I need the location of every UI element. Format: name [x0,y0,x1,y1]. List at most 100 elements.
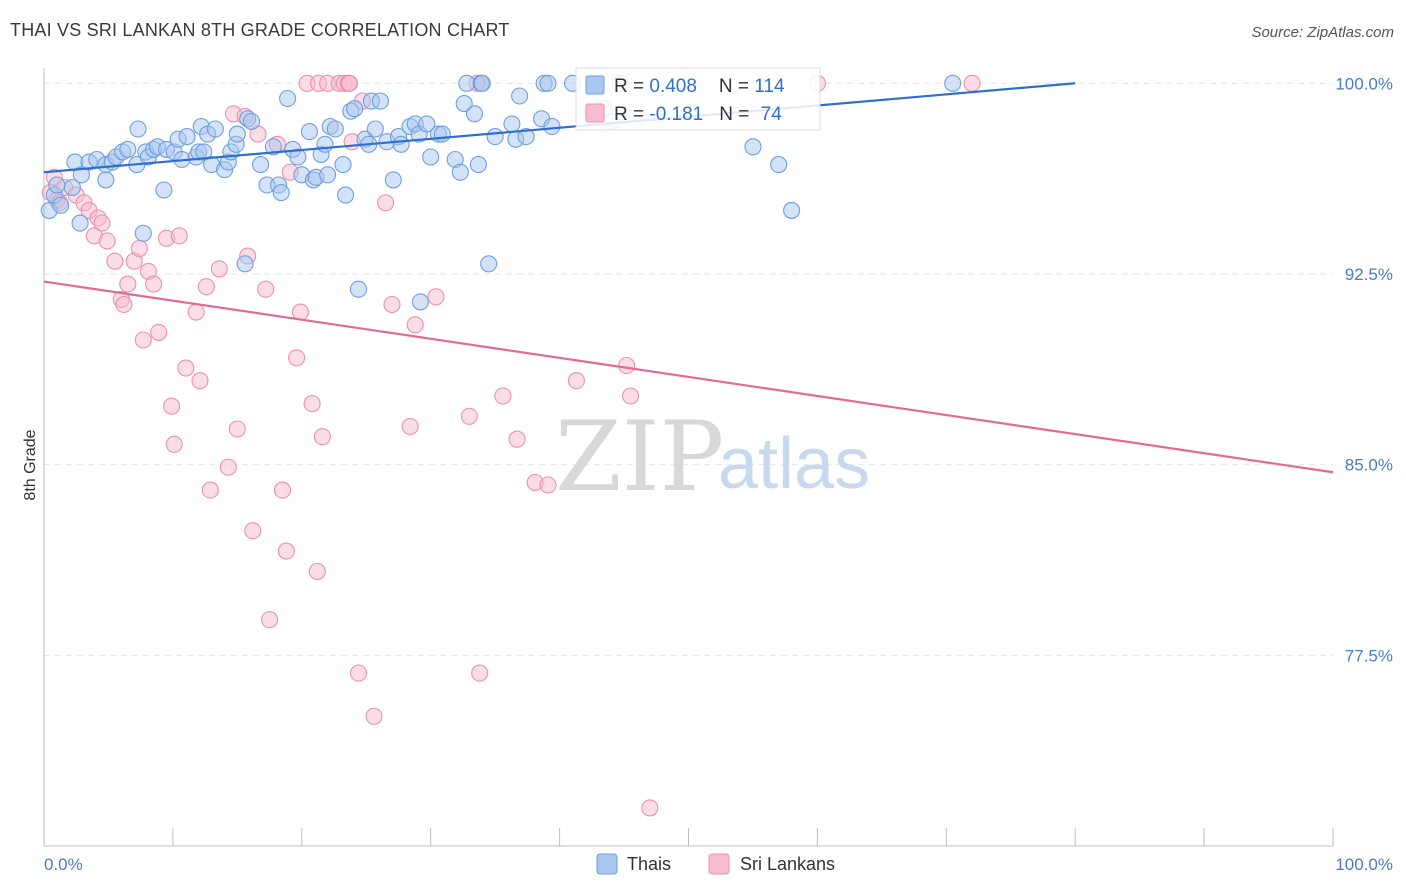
sri-lankans-point [303,395,321,413]
thais-point [272,184,290,202]
sri-lankans-point [93,214,111,232]
thais-point [458,74,476,92]
legend-label-sri-lankans: Sri Lankans [740,854,835,874]
thais-point [486,128,504,146]
thais-point [451,163,469,181]
sri-lankans-point [567,372,585,390]
thais-point [770,156,788,174]
sri-lankans-point [201,481,219,499]
legend-swatch-sri-lankans [708,853,730,875]
sri-lankans-point [170,227,188,245]
sri-lankans-point [277,542,295,560]
sri-lankans-point [471,664,489,682]
thais-point [480,255,498,273]
thais-point [52,196,70,214]
source-label: Source: ZipAtlas.com [1251,24,1394,41]
sri-lankans-point [98,232,116,250]
thais-point [543,117,561,136]
thais-point [195,143,213,161]
sri-lankans-point [494,387,512,405]
sri-lankans-point [383,295,401,314]
x-tick-label: 0.0% [44,855,83,874]
thais-point [366,120,384,138]
sri-lankans-point [963,74,981,92]
thais-point [289,148,307,166]
y-tick-label: 100.0% [1335,74,1393,93]
thais-point [433,125,451,143]
sri-lankans-point [618,356,636,375]
thais-point [97,171,115,189]
sri-lankans-point [150,323,168,341]
y-tick-labels: 100.0% 92.5% 85.0% 77.5% [1335,74,1393,665]
thais-point [316,135,334,153]
sri-lankans-point [641,799,659,817]
thais-point [349,280,368,298]
thais-point [473,74,491,92]
sri-lankans-point [308,562,326,580]
sri-lankans-r-label: R = [614,104,649,125]
thais-point [418,115,436,133]
thais-r-value: 0.408 [649,76,697,97]
watermark: ZIP atlas [555,401,870,513]
sri-lankans-point [177,359,195,377]
sri-lankans-point [244,522,262,540]
sri-lankans-point [460,407,478,425]
sri-lankans-point [115,295,133,314]
thais-point [346,100,364,118]
thais-point [411,293,429,311]
thais-point [422,148,440,166]
sri-lankans-stats-line: R = -0.181 N = 74 [614,104,782,125]
y-tick-label: 92.5% [1345,265,1393,284]
thais-point [134,224,152,242]
sri-lankans-point [273,481,292,499]
watermark-atlas: atlas [718,424,870,504]
thais-point [119,140,137,158]
thais-point [63,178,81,197]
thais-points [40,74,962,311]
sri-lankans-point [257,280,275,298]
thais-point [503,115,521,133]
sri-lankans-point [210,260,228,278]
thais-point [944,74,962,92]
thais-point [279,89,297,108]
thais-point [129,120,147,138]
y-tick-label: 85.0% [1345,456,1393,475]
sri-lankans-r-value: -0.181 [649,104,703,125]
series-legend: Thais Sri Lankans [596,853,835,875]
thais-trend-line [43,82,1076,174]
thais-point [465,105,484,123]
thais-point [334,156,352,174]
thais-point [469,156,487,174]
stats-legend: R = 0.408 N = 114 R = -0.181 N = 74 [575,67,821,131]
thais-point [384,171,402,189]
y-tick-label: 77.5% [1345,646,1393,665]
thais-stats-swatch [585,75,605,95]
thais-point [206,120,224,138]
thais-point [319,166,337,184]
thais-stats-line: R = 0.408 N = 114 [614,76,785,97]
thais-n-label: N = [719,76,754,97]
chart-title: THAI VS SRI LANKAN 8TH GRADE CORRELATION… [10,20,510,40]
thais-point [392,135,410,153]
thais-point [228,125,246,143]
thais-point [264,138,282,156]
trend-lines [43,82,1334,474]
x-tick-label: 100.0% [1335,855,1393,874]
sri-lankans-point [313,428,331,446]
sri-lankans-point [191,372,209,390]
thais-point [455,95,473,113]
sri-lankans-point [261,611,279,629]
sri-lankans-point [130,239,148,258]
thais-point [178,128,196,146]
sri-lankans-point [365,707,383,725]
thais-point [511,87,529,105]
thais-point [517,128,535,146]
sri-lankans-point [539,476,557,494]
sri-lankans-point [106,252,124,270]
thais-point [72,166,90,184]
y-axis-label: 8th Grade [22,429,39,500]
sri-lankans-point [134,331,152,349]
sri-lankans-point [197,278,215,296]
sri-lankans-point [377,194,395,212]
